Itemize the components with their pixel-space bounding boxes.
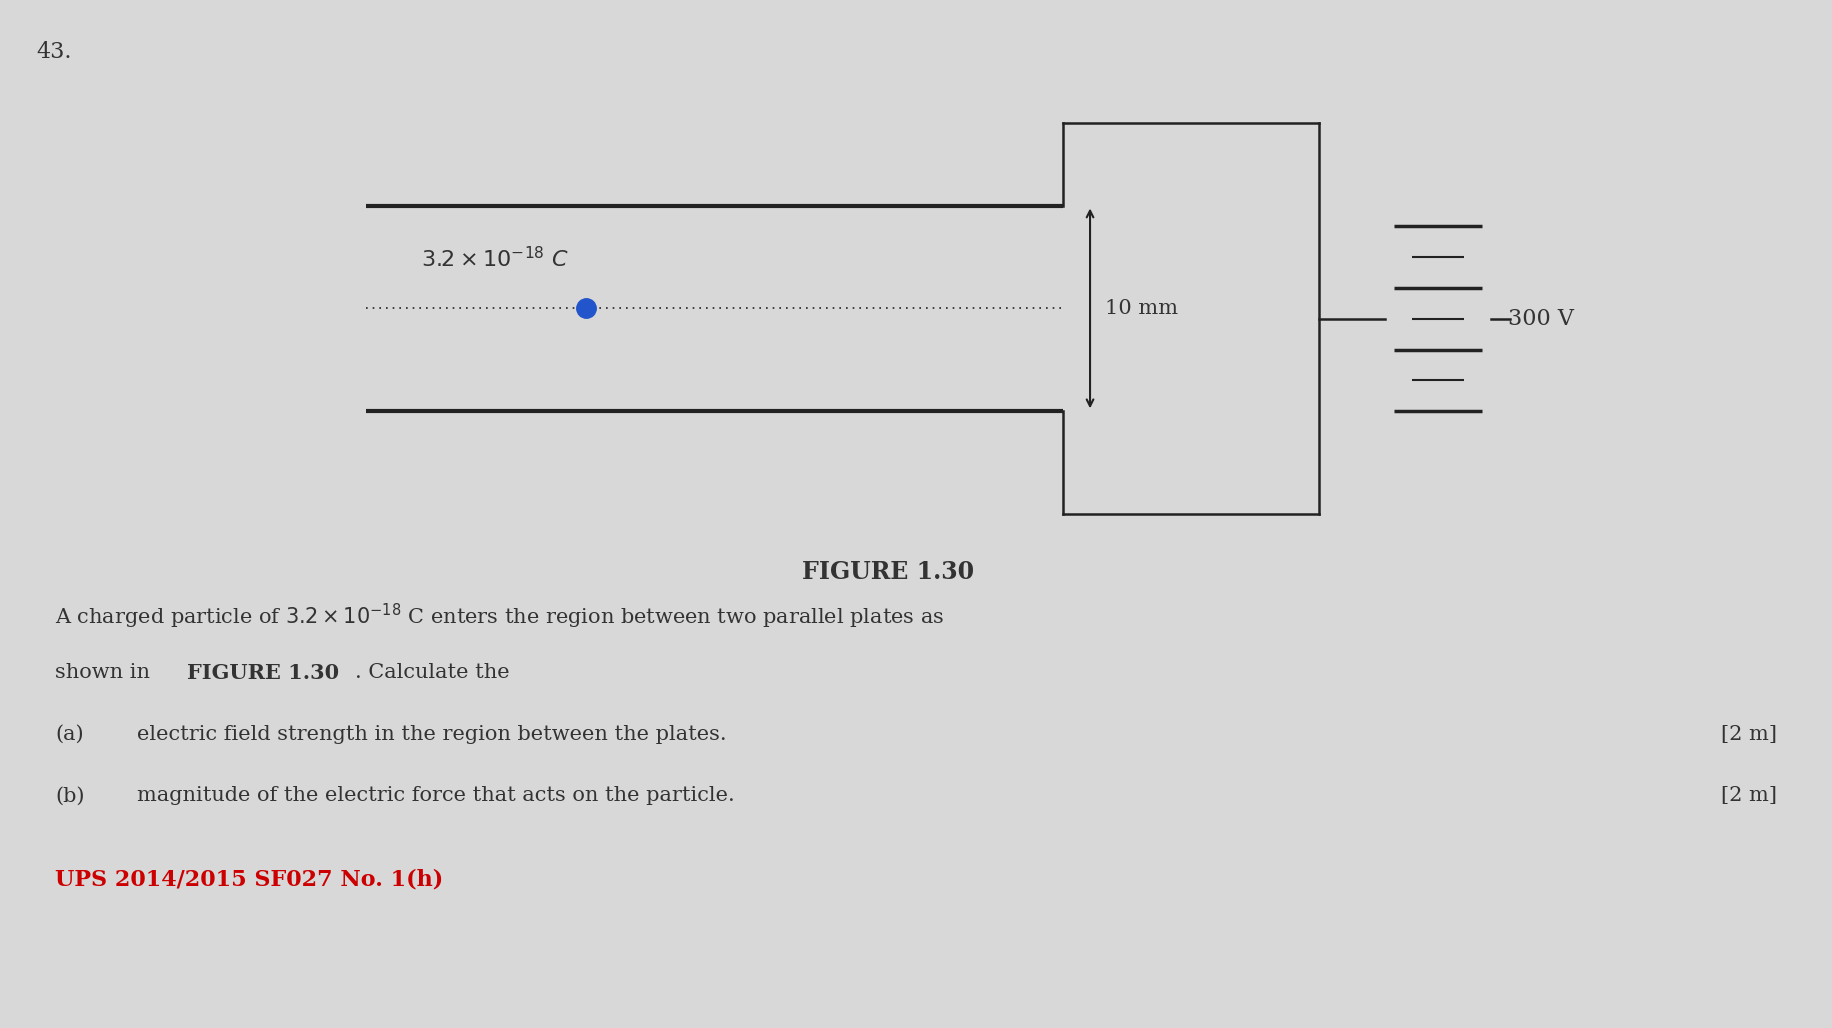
Text: (b): (b) [55, 786, 84, 805]
Text: $3.2 \times 10^{-18}\ C$: $3.2 \times 10^{-18}\ C$ [421, 247, 570, 272]
Text: 43.: 43. [37, 41, 71, 63]
Text: UPS 2014/2015 SF027 No. 1(h): UPS 2014/2015 SF027 No. 1(h) [55, 869, 443, 890]
Text: A charged particle of $3.2 \times 10^{-18}$ C enters the region between two para: A charged particle of $3.2 \times 10^{-1… [55, 601, 943, 630]
Text: FIGURE 1.30: FIGURE 1.30 [187, 663, 339, 683]
Text: . Calculate the: . Calculate the [355, 663, 509, 682]
Text: 300 V: 300 V [1508, 307, 1574, 330]
Text: FIGURE 1.30: FIGURE 1.30 [802, 560, 975, 584]
Text: shown in: shown in [55, 663, 156, 682]
Text: (a): (a) [55, 725, 84, 743]
Text: electric field strength in the region between the plates.: electric field strength in the region be… [137, 725, 727, 743]
Text: magnitude of the electric force that acts on the particle.: magnitude of the electric force that act… [137, 786, 735, 805]
Text: 10 mm: 10 mm [1105, 299, 1178, 318]
Text: [2 m]: [2 m] [1720, 725, 1777, 743]
Text: [2 m]: [2 m] [1720, 786, 1777, 805]
